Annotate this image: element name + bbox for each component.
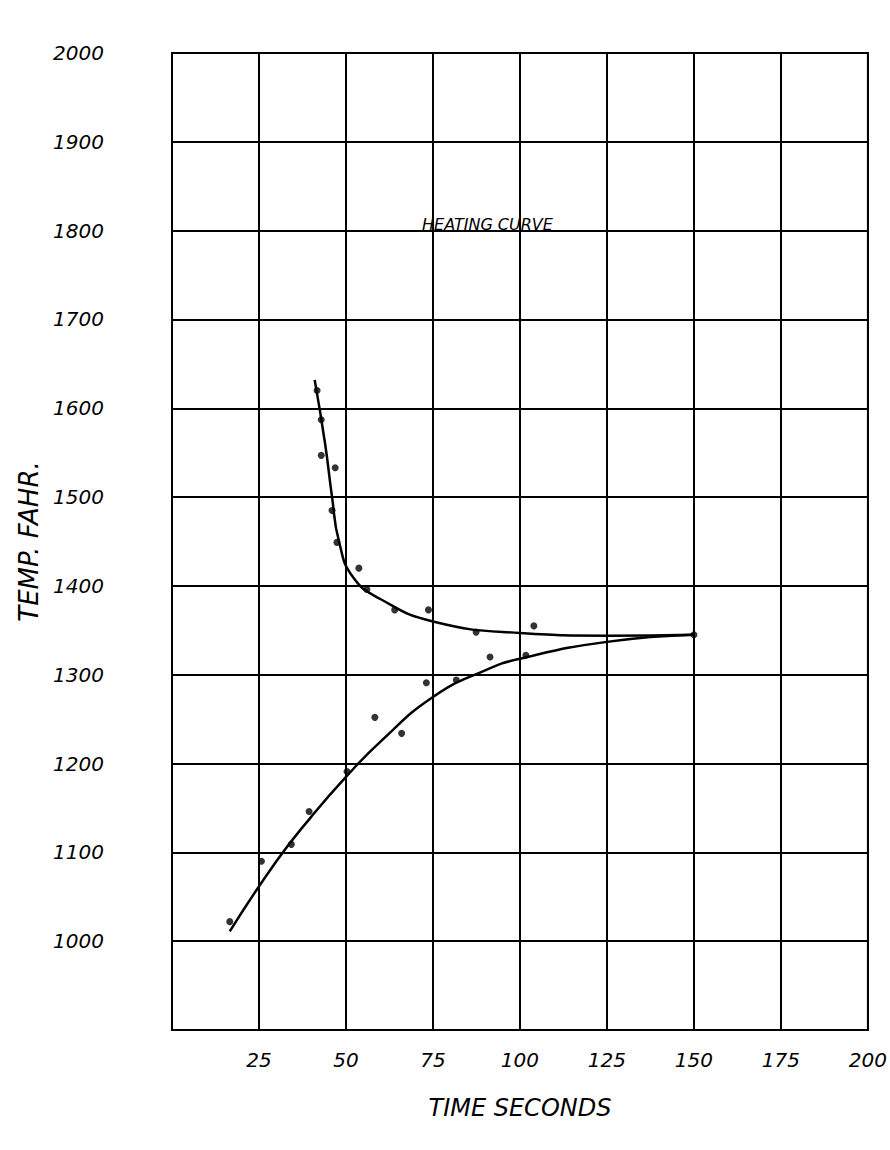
- svg-text:1000: 1000: [53, 929, 104, 953]
- svg-text:1300: 1300: [53, 663, 104, 687]
- svg-text:TIME SECONDS: TIME SECONDS: [428, 1094, 611, 1122]
- svg-text:125: 125: [588, 1048, 626, 1072]
- svg-text:50: 50: [333, 1048, 358, 1072]
- svg-text:1600: 1600: [53, 396, 104, 420]
- svg-text:2000: 2000: [53, 41, 104, 65]
- svg-text:1500: 1500: [53, 485, 104, 509]
- svg-text:1400: 1400: [53, 574, 104, 598]
- svg-text:1700: 1700: [53, 307, 104, 331]
- svg-text:TEMP. FAHR.: TEMP. FAHR.: [14, 461, 44, 621]
- svg-text:1200: 1200: [53, 752, 104, 776]
- svg-text:1900: 1900: [53, 130, 104, 154]
- svg-text:175: 175: [762, 1048, 800, 1072]
- svg-text:HEATING CURVE: HEATING CURVE: [422, 214, 553, 234]
- svg-text:100: 100: [501, 1048, 539, 1072]
- svg-text:200: 200: [849, 1048, 887, 1072]
- svg-text:150: 150: [675, 1048, 713, 1072]
- svg-text:1800: 1800: [53, 219, 104, 243]
- svg-text:75: 75: [420, 1048, 445, 1072]
- svg-text:25: 25: [246, 1048, 271, 1072]
- svg-text:1100: 1100: [53, 840, 104, 864]
